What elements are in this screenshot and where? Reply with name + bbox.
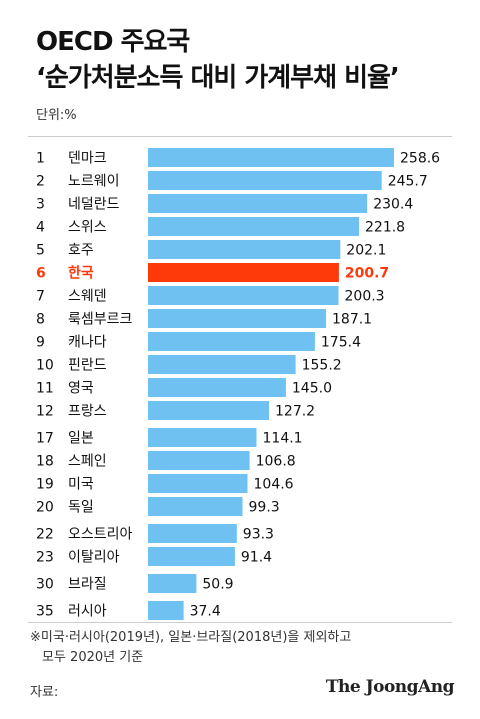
value-label: 91.4	[241, 550, 272, 566]
value-label: 258.6	[400, 151, 440, 167]
bar	[148, 601, 184, 620]
bar	[148, 474, 248, 493]
bar	[148, 332, 315, 351]
rank-label: 22	[36, 527, 54, 543]
value-label: 200.3	[345, 289, 385, 305]
country-label: 핀란드	[68, 358, 107, 374]
bar	[148, 547, 235, 566]
bar	[148, 240, 341, 259]
chart-title: OECD 주요국 ‘순가처분소득 대비 가계부채 비율’	[36, 24, 400, 96]
value-label: 202.1	[346, 243, 386, 259]
source-label: 자료:	[30, 685, 59, 700]
value-label: 155.2	[302, 358, 342, 374]
bar	[148, 263, 339, 282]
rank-label: 10	[36, 358, 54, 374]
rank-label: 7	[36, 289, 45, 305]
value-label: 99.3	[249, 500, 280, 516]
rank-label: 19	[36, 477, 54, 493]
country-label: 독일	[68, 500, 94, 516]
country-label: 노르웨이	[68, 174, 120, 190]
value-label: 187.1	[332, 312, 372, 328]
country-label: 프랑스	[68, 404, 107, 420]
country-label: 오스트리아	[68, 527, 133, 543]
rank-label: 4	[36, 220, 45, 236]
country-label: 이탈리아	[68, 550, 120, 566]
country-label: 덴마크	[68, 151, 107, 167]
value-label: 106.8	[256, 454, 296, 470]
country-label: 일본	[68, 431, 94, 447]
country-label: 브라질	[68, 577, 107, 593]
brand-logo: The JoongAng	[325, 677, 455, 697]
top-divider	[28, 136, 452, 137]
rank-label: 23	[36, 550, 54, 566]
value-label: 114.1	[263, 431, 303, 447]
country-label: 룩셈부르크	[68, 312, 133, 328]
rank-label: 18	[36, 454, 54, 470]
footnote-line-1: ※미국·러시아(2019년), 일본·브라질(2018년)을 제외하고	[30, 630, 352, 645]
rank-label: 3	[36, 197, 45, 213]
bar	[148, 217, 359, 236]
country-label: 캐나다	[68, 335, 107, 351]
value-label: 50.9	[202, 577, 233, 593]
rank-label: 1	[36, 151, 45, 167]
country-label: 호주	[68, 243, 94, 259]
bottom-divider	[28, 622, 452, 623]
value-label: 221.8	[365, 220, 405, 236]
title-line-2: ‘순가처분소득 대비 가계부채 비율’	[36, 63, 400, 93]
country-label: 미국	[68, 477, 94, 493]
bar	[148, 148, 394, 167]
rank-label: 5	[36, 243, 45, 259]
country-label: 영국	[68, 381, 94, 397]
title-line-1: OECD 주요국	[36, 27, 190, 57]
rank-label: 17	[36, 431, 54, 447]
rank-label: 30	[36, 577, 54, 593]
bar	[148, 194, 368, 213]
bar	[148, 451, 250, 470]
value-label: 200.7	[345, 266, 389, 282]
footnote: ※미국·러시아(2019년), 일본·브라질(2018년)을 제외하고 모두 2…	[30, 628, 351, 668]
rank-label: 35	[36, 604, 54, 620]
rank-label: 2	[36, 174, 45, 190]
bar	[148, 286, 339, 305]
bar	[148, 171, 382, 190]
rank-label: 9	[36, 335, 45, 351]
footnote-line-2: 모두 2020년 기준	[42, 650, 144, 665]
bar	[148, 428, 257, 447]
country-label: 네덜란드	[68, 197, 120, 213]
rank-label: 12	[36, 404, 54, 420]
country-label: 스페인	[68, 454, 107, 470]
value-label: 37.4	[190, 604, 221, 620]
rank-label: 6	[36, 266, 46, 282]
bar	[148, 574, 197, 593]
country-label: 스위스	[68, 220, 107, 236]
rank-label: 8	[36, 312, 45, 328]
value-label: 93.3	[243, 527, 274, 543]
bar	[148, 497, 243, 516]
country-label: 스웨덴	[68, 289, 107, 305]
value-label: 127.2	[275, 404, 315, 420]
value-label: 104.6	[254, 477, 294, 493]
bar	[148, 378, 286, 397]
bar	[148, 401, 269, 420]
value-label: 245.7	[388, 174, 428, 190]
value-label: 175.4	[321, 335, 361, 351]
value-label: 230.4	[373, 197, 413, 213]
country-label: 한국	[68, 266, 94, 282]
rank-label: 11	[36, 381, 54, 397]
bar	[148, 309, 326, 328]
unit-label: 단위:%	[36, 108, 77, 123]
bar	[148, 524, 237, 543]
country-label: 러시아	[68, 604, 107, 620]
value-label: 145.0	[292, 381, 332, 397]
bar	[148, 355, 296, 374]
rank-label: 20	[36, 500, 54, 516]
